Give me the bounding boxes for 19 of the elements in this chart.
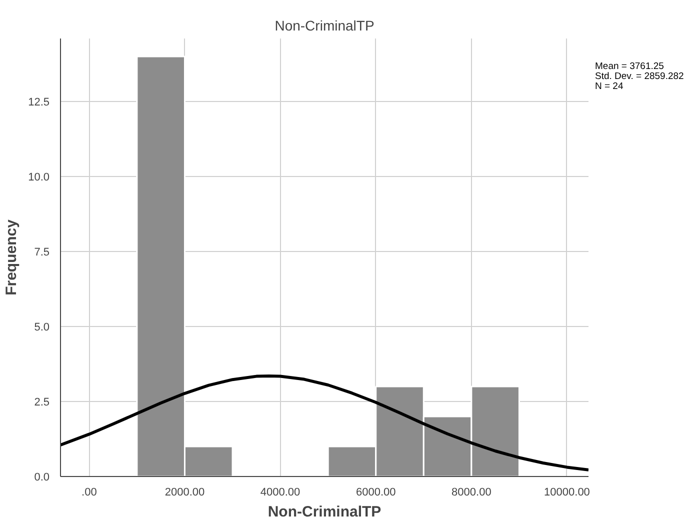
y-tick-label: 2.5 bbox=[34, 396, 50, 408]
chart-title: Non-CriminalTP bbox=[274, 18, 374, 34]
line-series bbox=[60, 374, 588, 472]
text: Mean = 3761.25 bbox=[595, 61, 664, 72]
x-tick-label: 10000.00 bbox=[544, 486, 590, 498]
y-tick-label: 10.0 bbox=[28, 172, 50, 184]
y-tick-label: 5.0 bbox=[34, 322, 50, 334]
y-axis-title: Frequency bbox=[3, 218, 20, 296]
y-tick-label: 12.5 bbox=[28, 96, 50, 108]
text: Std. Dev. = 2859.282 bbox=[595, 71, 684, 82]
y-tick-label: 7.5 bbox=[34, 246, 50, 258]
text: N = 24 bbox=[595, 81, 624, 92]
x-tick-label: 4000.00 bbox=[260, 486, 300, 498]
x-tick-label: 6000.00 bbox=[356, 486, 396, 498]
x-tick-label: 8000.00 bbox=[452, 486, 492, 498]
y-tick-label: 0.0 bbox=[34, 472, 50, 484]
x-tick-label: 2000.00 bbox=[164, 486, 205, 498]
x-tick-label: .00 bbox=[82, 486, 97, 498]
x-axis-title: Non-CriminalTP bbox=[268, 504, 382, 520]
